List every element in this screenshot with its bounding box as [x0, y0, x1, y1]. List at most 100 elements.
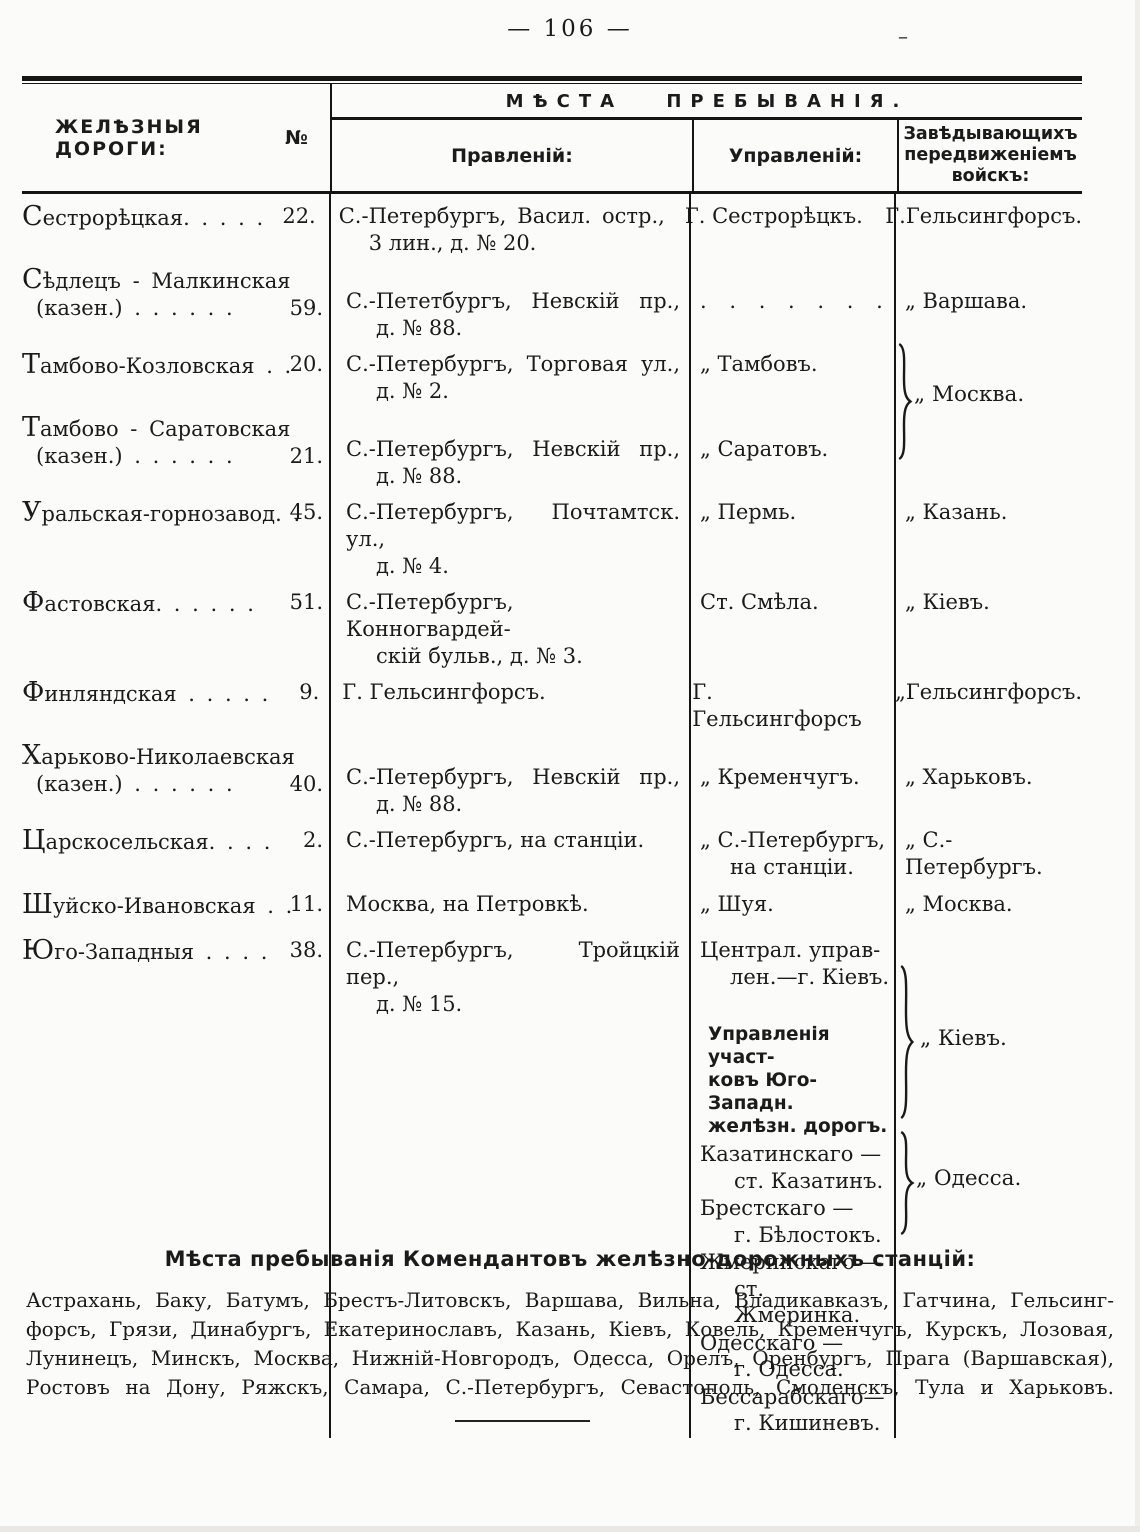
scan-edge-right [1135, 0, 1140, 1532]
administration-location-cell: . . . . . . . [690, 257, 895, 342]
text-line: „ Кременчугъ. [700, 765, 860, 789]
administration-location-cell: Централ. управ-лен.—г. Кіевъ. [690, 928, 895, 1018]
merged-label-kiev: „ Кіевъ. [920, 1026, 1007, 1051]
board-location-cell: С.-Пететбургъ, Невскій пр., д. № 88. [330, 257, 690, 342]
railway-number: 9. [299, 680, 320, 704]
board-location-cell: Москва, на Петровкѣ. [330, 882, 690, 928]
commandants-station-list: Астрахань, Баку, Батумъ, Брестъ-Литовскъ… [26, 1286, 1114, 1402]
board-location-cell: С.-Петербургъ, Васил. остр., 3 лин., д. №… [323, 194, 675, 257]
railway-name: Уральская-горнозавод. . [22, 497, 301, 528]
text-line: 3 лин., д. № 20. [368, 231, 537, 255]
column-header-troop-officers: Завѣдывающихъ передвиженіемъ войскъ: [897, 120, 1082, 191]
header-line: войскъ: [951, 166, 1030, 186]
administration-location-cell: „ Кременчугъ. [690, 733, 895, 818]
table-body: Сестрорѣцкая. . . . . 22. С.-Петербургъ, … [22, 194, 1082, 1438]
text-line: С.-Петербургъ, Почтамтск. ул., [346, 500, 680, 551]
text-line: „ Саратовъ. [700, 437, 829, 461]
railway-name-line: Фастовская. . . . . . 51. [22, 589, 328, 618]
railway-name-line: (казен.) . . . . . . 21. [22, 443, 328, 470]
table-row-tsarskoselskaya: Царскосельская. . . . 2. С.-Петербургъ, н… [22, 818, 1082, 882]
railway-name-cell: Сѣдлецъ - Малкинская (казен.) . . . . . … [22, 257, 330, 342]
railway-name-cell: Фастовская. . . . . . 51. [22, 580, 330, 670]
column-header-railways: ЖЕЛѢЗНЫЯ ДОРОГИ: № [22, 84, 330, 191]
text-line: д. № 88. [376, 792, 463, 816]
places-header-group: МѢСТА ПРЕБЫВАНІЯ. Правленій: Управленій:… [330, 84, 1082, 191]
railway-name: Царскосельская. . . . [22, 825, 271, 856]
table-row-uralskaya: Уральская-горнозавод. . 45. С.-Петербургъ… [22, 490, 1082, 580]
text-line: „ Варшава. [905, 289, 1028, 313]
header-line: передвиженіемъ [904, 145, 1077, 165]
text-line: ст. Казатинъ. [734, 1168, 884, 1193]
railway-number: 21. [289, 444, 323, 468]
text-line: Одесскаго — [700, 1330, 844, 1355]
troop-officer-location-cell: „Гельсингфорсъ. [885, 670, 1082, 733]
text-line: С.-Петербургъ, Невскій пр., [346, 437, 680, 461]
railway-name-line: Харьково-Николаевская [22, 742, 328, 771]
railway-name: Финляндская . . . . . [22, 677, 269, 708]
administration-location-cell: Ст. Смѣла. [690, 580, 895, 670]
text-line: Г. Гельсингфорсъ [692, 680, 862, 731]
district-entry-kazatin: Казатинскаго — ст. Казатинъ. [700, 1141, 893, 1194]
board-location-cell: С.-Петербургъ, Тройцкій пер., д. № 15. [330, 928, 690, 1018]
text-line: „ Харьковъ. [905, 765, 1033, 789]
railway-name-cell: Уральская-горнозавод. . 45. [22, 490, 330, 580]
text-line: Жмеринскаго — [700, 1250, 883, 1274]
troop-officer-location-cell: „ Кіевъ. [895, 580, 1082, 670]
text-line: Москва, на Петровкѣ. [346, 892, 589, 916]
header-line: Завѣдывающихъ [903, 124, 1078, 144]
station-list-line: форсъ, Грязи, Динабургъ, Екатеринославъ,… [26, 1317, 1114, 1341]
railway-name-continued: (казен.) . . . . . . [36, 772, 233, 796]
railway-number: 40. [289, 772, 323, 796]
railway-name-cell: Шуйско-Ивановская . . 11. [22, 882, 330, 928]
table-header: ЖЕЛѢЗНЫЯ ДОРОГИ: № МѢСТА ПРЕБЫВАНІЯ. Пра… [22, 84, 1082, 191]
troop-officer-location-cell [895, 405, 1082, 490]
page-number: — 106 — [507, 16, 633, 42]
board-location-cell: С.-Петербургъ, Торговая ул., д. № 2. [330, 342, 690, 405]
places-group-title: МѢСТА ПРЕБЫВАНІЯ. [505, 91, 909, 112]
text-line: ст. Жмеринка. [734, 1276, 861, 1328]
text-line: „ Пермь. [700, 500, 797, 524]
column-header-administrations: Управленій: [692, 120, 897, 191]
text-line: на станціи. [730, 855, 854, 879]
table-row-southwestern-districts: Управленія участ-ковъ Юго-Западн. желѣзн.… [22, 1018, 1082, 1438]
text-line: Брестскаго — [700, 1196, 854, 1220]
railway-name-line: Шуйско-Ивановская . . 11. [22, 891, 328, 920]
end-divider-rule [455, 1420, 590, 1422]
district-administrations-cell: Управленія участ-ковъ Юго-Западн. желѣзн.… [690, 1018, 895, 1438]
railway-name-line: Царскосельская. . . . 2. [22, 827, 328, 856]
railway-name: Сѣдлецъ - Малкинская [22, 264, 291, 295]
railway-name-line: (казен.) . . . . . . 59. [22, 295, 328, 322]
railway-name-cell: Харьково-Николаевская (казен.) . . . . .… [22, 733, 330, 818]
railway-name-line: Тамбово-Козловская . . 20. [22, 351, 328, 380]
places-group-rule [332, 117, 1082, 120]
table-row-shuysko-ivanovskaya: Шуйско-Ивановская . . 11. Москва, на Петр… [22, 882, 1082, 928]
railway-number: 45. [289, 500, 323, 524]
text-line: лен.—г. Кіевъ. [730, 965, 890, 989]
text-line: Централ. управ- [700, 938, 881, 962]
railway-name-line: Уральская-горнозавод. . 45. [22, 499, 328, 528]
text-line: д. № 88. [376, 464, 463, 488]
text-line: д. № 4. [376, 554, 449, 578]
railway-number: 51. [289, 590, 323, 614]
table-row-yugo-zapadnyya: Юго-Западныя . . . . 38. С.-Петербургъ, Т… [22, 928, 1082, 1018]
text-line: С.-Пететбургъ, Невскій пр., [346, 289, 680, 313]
railway-name: Фастовская. . . . . . [22, 587, 254, 618]
text-line: „Гельсингфорсъ. [894, 680, 1082, 704]
troop-officer-location-cell: Г.Гельсингфорсъ. [875, 194, 1082, 257]
text-line: г. Кишиневъ. [734, 1411, 881, 1435]
table-row-sestroretskaya: Сестрорѣцкая. . . . . 22. С.-Петербургъ, … [22, 194, 1082, 257]
table-header-rule [22, 191, 1082, 194]
heading-line: Управленія участ- [708, 1024, 830, 1068]
brace-kiev-group [898, 966, 914, 1118]
railway-number: 38. [289, 938, 323, 962]
text-line: „ С.-Петербургъ, [700, 828, 886, 852]
table-row-tambovo-saratovskaya: Тамбово - Саратовская (казен.) . . . . .… [22, 405, 1082, 490]
station-list-line: Астрахань, Баку, Батумъ, Брестъ-Литовскъ… [26, 1288, 1114, 1312]
table-row-kharkovo-nikolaevskaya: Харьково-Николаевская (казен.) . . . . .… [22, 733, 1082, 818]
brace-odessa-group [898, 1132, 914, 1234]
administration-location-cell: „ Тамбовъ. [690, 342, 895, 405]
heading-line: желѣзн. дорогъ. [708, 1116, 888, 1137]
merged-label-moscow: „ Москва. [914, 382, 1025, 407]
railway-name: Шуйско-Ивановская . . [22, 889, 293, 920]
